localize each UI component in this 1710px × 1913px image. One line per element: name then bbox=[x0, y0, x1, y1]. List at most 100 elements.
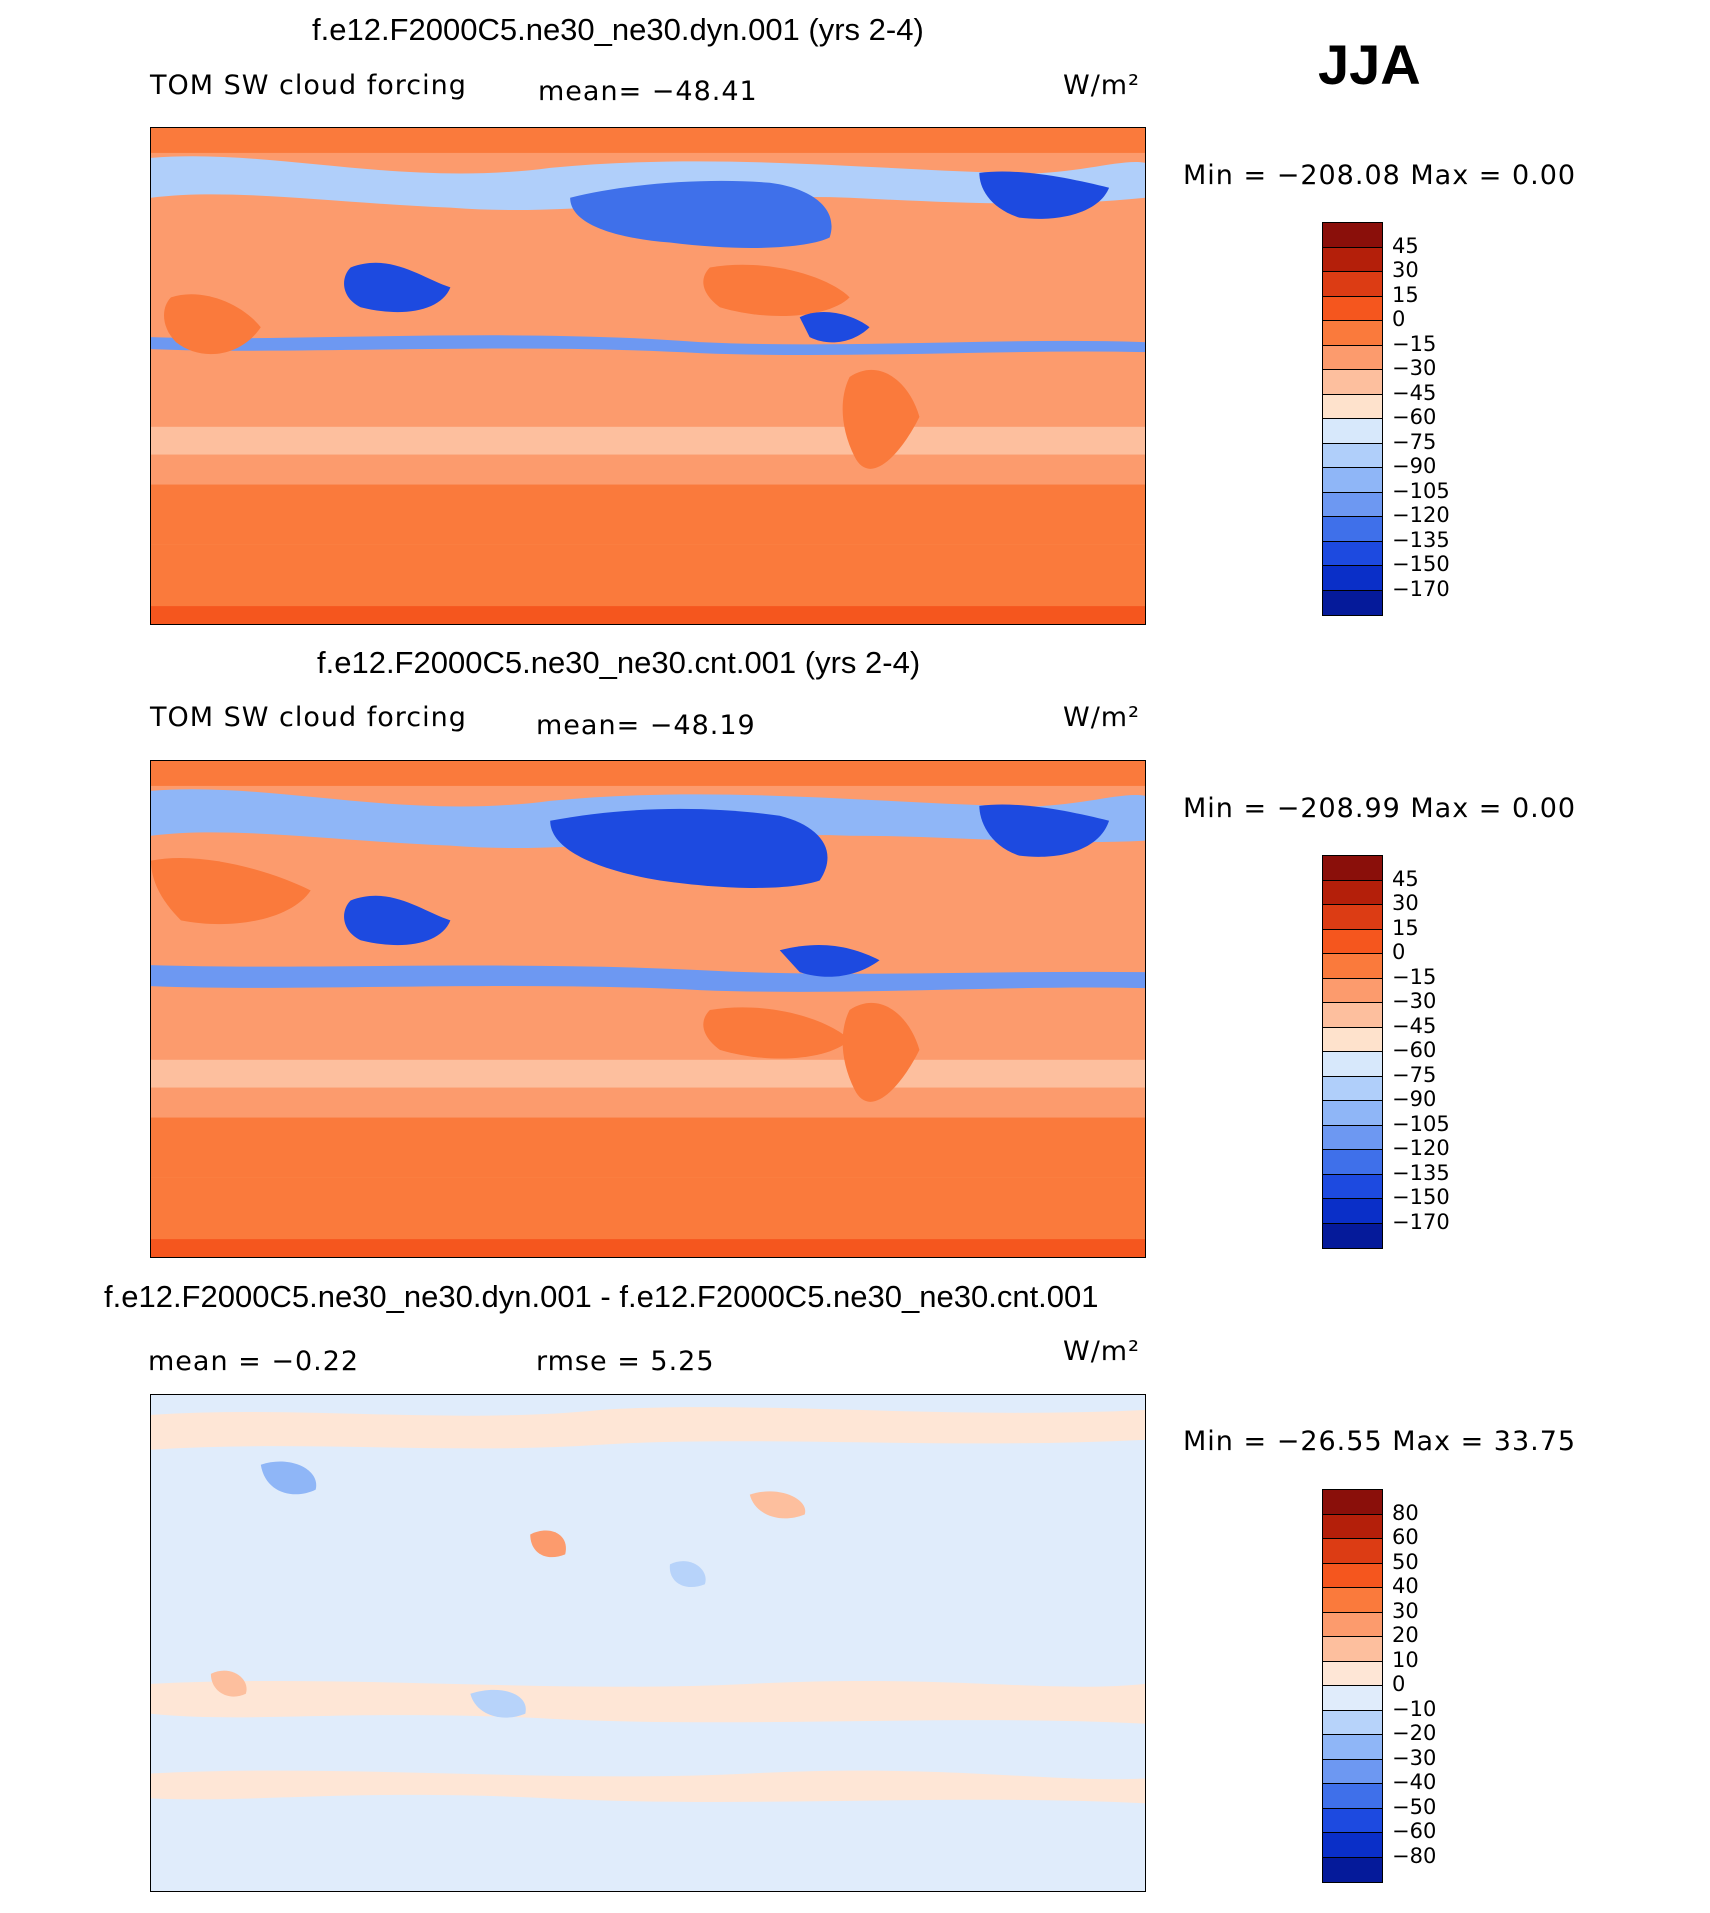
colorbar-tick-label: 10 bbox=[1392, 1647, 1419, 1672]
colorbar-tick-label: −105 bbox=[1392, 478, 1450, 503]
colorbar-swatch bbox=[1323, 1539, 1382, 1564]
colorbar-swatch bbox=[1323, 345, 1382, 370]
colorbar-tick-label: −10 bbox=[1392, 1696, 1437, 1721]
colorbar-tick-label: −30 bbox=[1392, 989, 1437, 1013]
colorbar-tick-label: −15 bbox=[1392, 964, 1437, 989]
colorbar-tick-label: −120 bbox=[1392, 1136, 1450, 1160]
colorbar-tick-label: −30 bbox=[1392, 356, 1437, 380]
colorbar-tick-label: −90 bbox=[1392, 1087, 1437, 1111]
panel-2-colorbar bbox=[1322, 855, 1383, 1249]
colorbar-swatch bbox=[1323, 468, 1382, 493]
colorbar-tick-label: 0 bbox=[1392, 307, 1406, 331]
colorbar-tick-label: 0 bbox=[1392, 940, 1406, 964]
colorbar-swatch bbox=[1323, 856, 1382, 881]
panel-1-colorbar bbox=[1322, 222, 1383, 616]
colorbar-tick-label: −30 bbox=[1392, 1745, 1437, 1770]
colorbar-swatch bbox=[1323, 1661, 1382, 1686]
panel-1-units: W/m² bbox=[1063, 70, 1140, 101]
colorbar-tick-label: 60 bbox=[1392, 1525, 1419, 1549]
panel-1-minmax: Min = −208.08 Max = 0.00 bbox=[1183, 160, 1577, 191]
colorbar-swatch bbox=[1323, 419, 1382, 444]
colorbar-swatch bbox=[1323, 1174, 1382, 1199]
colorbar-tick-label: 45 bbox=[1392, 233, 1419, 258]
panel-1-title: f.e12.F2000C5.ne30_ne30.dyn.001 (yrs 2-4… bbox=[312, 12, 924, 47]
colorbar-swatch bbox=[1323, 954, 1382, 979]
colorbar-swatch bbox=[1323, 1027, 1382, 1052]
colorbar-tick-label: 15 bbox=[1392, 915, 1419, 940]
colorbar-swatch bbox=[1323, 1125, 1382, 1150]
colorbar-swatch bbox=[1323, 1003, 1382, 1028]
colorbar-tick-label: −150 bbox=[1392, 1185, 1450, 1209]
colorbar-swatch bbox=[1323, 1735, 1382, 1760]
panel-3-title: f.e12.F2000C5.ne30_ne30.dyn.001 - f.e12.… bbox=[104, 1279, 1099, 1314]
colorbar-swatch bbox=[1323, 296, 1382, 321]
colorbar-swatch bbox=[1323, 1563, 1382, 1588]
panel-3-mean: mean = −0.22 bbox=[148, 1346, 360, 1377]
colorbar-swatch bbox=[1323, 1588, 1382, 1613]
colorbar-swatch bbox=[1323, 370, 1382, 395]
panel-2-map-field bbox=[151, 761, 1145, 1257]
colorbar-tick-label: −45 bbox=[1392, 380, 1437, 405]
colorbar-swatch bbox=[1323, 1710, 1382, 1735]
colorbar-tick-label: −75 bbox=[1392, 429, 1437, 454]
colorbar-swatch bbox=[1323, 929, 1382, 954]
colorbar-swatch bbox=[1323, 978, 1382, 1003]
colorbar-swatch bbox=[1323, 590, 1382, 615]
panel-1-mean: mean= −48.41 bbox=[538, 76, 758, 107]
colorbar-swatch bbox=[1323, 1101, 1382, 1126]
colorbar-swatch bbox=[1323, 566, 1382, 591]
colorbar-swatch bbox=[1323, 394, 1382, 419]
colorbar-tick-label: 40 bbox=[1392, 1574, 1419, 1598]
colorbar-tick-label: −120 bbox=[1392, 503, 1450, 527]
colorbar-tick-label: −170 bbox=[1392, 576, 1450, 601]
colorbar-tick-label: −50 bbox=[1392, 1794, 1437, 1819]
panel-1-variable: TOM SW cloud forcing bbox=[150, 70, 467, 101]
panel-3-colorbar bbox=[1322, 1489, 1383, 1883]
colorbar-swatch bbox=[1323, 905, 1382, 930]
colorbar-swatch bbox=[1323, 1052, 1382, 1077]
panel-2-title: f.e12.F2000C5.ne30_ne30.cnt.001 (yrs 2-4… bbox=[317, 645, 921, 680]
colorbar-swatch bbox=[1323, 1076, 1382, 1101]
colorbar-swatch bbox=[1323, 1833, 1382, 1858]
colorbar-swatch bbox=[1323, 1199, 1382, 1224]
colorbar-tick-label: −105 bbox=[1392, 1111, 1450, 1136]
colorbar-tick-label: 30 bbox=[1392, 1598, 1419, 1623]
panel-2-units: W/m² bbox=[1063, 702, 1140, 733]
panel-2-variable: TOM SW cloud forcing bbox=[150, 702, 467, 733]
colorbar-tick-label: −75 bbox=[1392, 1062, 1437, 1087]
colorbar-swatch bbox=[1323, 1784, 1382, 1809]
colorbar-tick-label: −170 bbox=[1392, 1209, 1450, 1234]
colorbar-tick-label: 20 bbox=[1392, 1623, 1419, 1647]
panel-2-map bbox=[150, 760, 1146, 1258]
colorbar-tick-label: −15 bbox=[1392, 331, 1437, 356]
season-label: JJA bbox=[1318, 33, 1421, 96]
colorbar-swatch bbox=[1323, 1759, 1382, 1784]
colorbar-tick-label: 0 bbox=[1392, 1672, 1406, 1696]
colorbar-swatch bbox=[1323, 321, 1382, 346]
colorbar-tick-label: −40 bbox=[1392, 1770, 1437, 1794]
colorbar-swatch bbox=[1323, 541, 1382, 566]
colorbar-tick-label: −60 bbox=[1392, 1819, 1437, 1843]
colorbar-swatch bbox=[1323, 1150, 1382, 1175]
panel-3-units: W/m² bbox=[1063, 1336, 1140, 1367]
colorbar-swatch bbox=[1323, 1223, 1382, 1248]
colorbar-tick-label: −90 bbox=[1392, 454, 1437, 478]
colorbar-tick-label: −150 bbox=[1392, 552, 1450, 576]
colorbar-swatch bbox=[1323, 1808, 1382, 1833]
panel-2-minmax: Min = −208.99 Max = 0.00 bbox=[1183, 793, 1577, 824]
panel-3-map bbox=[150, 1394, 1146, 1892]
panel-1-map bbox=[150, 127, 1146, 625]
colorbar-tick-label: 50 bbox=[1392, 1549, 1419, 1574]
colorbar-tick-label: −20 bbox=[1392, 1721, 1437, 1745]
colorbar-swatch bbox=[1323, 272, 1382, 297]
colorbar-tick-label: −60 bbox=[1392, 405, 1437, 429]
colorbar-tick-label: −135 bbox=[1392, 1160, 1450, 1185]
panel-2-mean: mean= −48.19 bbox=[536, 710, 756, 741]
panel-1-map-field bbox=[151, 128, 1145, 624]
colorbar-swatch bbox=[1323, 1857, 1382, 1882]
panel-3-minmax: Min = −26.55 Max = 33.75 bbox=[1183, 1426, 1577, 1457]
panel-3-rmse: rmse = 5.25 bbox=[536, 1346, 715, 1377]
colorbar-swatch bbox=[1323, 1612, 1382, 1637]
colorbar-tick-label: 80 bbox=[1392, 1500, 1419, 1525]
panel-3-map-field bbox=[151, 1395, 1145, 1891]
